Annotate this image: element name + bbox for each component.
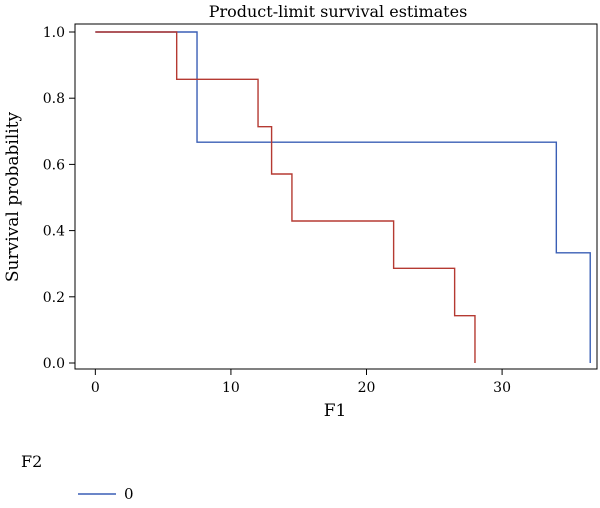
legend-title: F2 <box>21 452 42 471</box>
x-tick-label: 30 <box>493 380 511 396</box>
x-axis-label: F1 <box>324 401 347 421</box>
x-tick-label: 0 <box>91 380 100 396</box>
y-tick-label: 0.6 <box>43 157 65 173</box>
chart-title: Product-limit survival estimates <box>209 2 468 21</box>
series-line-f2-0 <box>95 31 591 363</box>
y-tick-label: 0.0 <box>43 356 65 372</box>
y-tick-label: 0.4 <box>43 224 65 240</box>
plot-frame <box>74 23 598 370</box>
y-tick-label: 0.2 <box>43 290 65 306</box>
series-line-f2-1 <box>95 31 476 363</box>
y-axis-label: Survival probability <box>3 111 23 282</box>
legend-entry: 0 <box>124 485 134 503</box>
y-tick-label: 0.8 <box>43 91 65 107</box>
x-axis: 0 10 20 30 <box>91 369 511 396</box>
y-axis: 0.0 0.2 0.4 0.6 0.8 1.0 <box>43 25 75 372</box>
x-tick-label: 10 <box>222 380 240 396</box>
x-tick-label: 20 <box>358 380 376 396</box>
series-layer <box>95 31 591 363</box>
legend: F2 01 <box>21 452 134 503</box>
y-tick-label: 1.0 <box>43 25 65 41</box>
